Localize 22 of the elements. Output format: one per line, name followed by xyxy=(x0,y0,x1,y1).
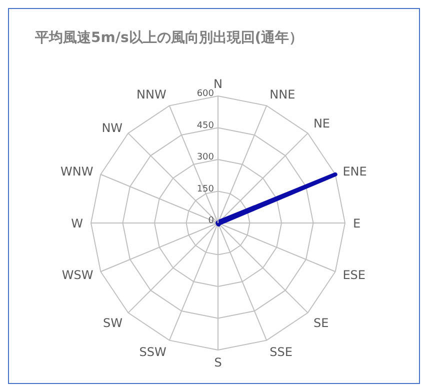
spoke-label: WNW xyxy=(60,164,94,179)
spoke-label: SW xyxy=(103,316,123,330)
spoke-label: SSE xyxy=(270,345,292,360)
spoke-label: S xyxy=(214,356,222,370)
spoke-label: E xyxy=(353,216,361,230)
y-tick-label: 150 xyxy=(196,184,214,194)
spoke-label: SE xyxy=(313,316,329,330)
y-tick-label: 600 xyxy=(196,89,214,99)
spoke-label: ESE xyxy=(342,268,366,282)
spoke-label: NW xyxy=(102,120,123,135)
spoke-label: N xyxy=(214,77,222,91)
spoke-label: NNW xyxy=(136,87,166,102)
spoke-label: NE xyxy=(313,116,330,131)
y-tick-label: 450 xyxy=(196,120,214,131)
spoke-label: SSW xyxy=(139,345,166,360)
chart-title: 平均風速5m/s以上の風向別出現回(通年） xyxy=(35,29,304,47)
y-tick-label: 0 xyxy=(208,216,214,226)
spoke-label: NNE xyxy=(270,87,296,102)
spoke-label: W xyxy=(71,216,84,230)
spoke-label: WSW xyxy=(62,268,94,282)
spoke-label: ENE xyxy=(342,164,367,179)
y-tick-label: 300 xyxy=(196,152,214,162)
